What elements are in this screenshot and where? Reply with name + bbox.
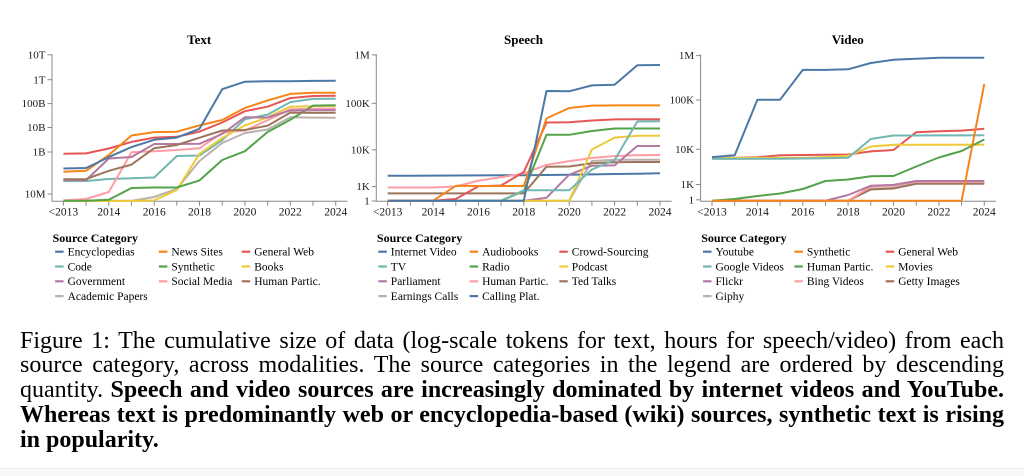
svg-text:2024: 2024: [973, 207, 996, 219]
svg-text:Audiobooks: Audiobooks: [482, 247, 539, 259]
svg-text:Human Partic.: Human Partic.: [807, 261, 874, 273]
svg-text:TV: TV: [391, 261, 407, 273]
svg-text:2014: 2014: [97, 207, 120, 219]
svg-text:Getty Images: Getty Images: [898, 276, 960, 288]
svg-text:Youtube: Youtube: [716, 247, 754, 259]
svg-text:1K: 1K: [681, 179, 695, 191]
svg-text:1: 1: [689, 194, 695, 206]
svg-text:2018: 2018: [837, 207, 860, 219]
svg-text:100B: 100B: [22, 98, 46, 110]
svg-text:100K: 100K: [345, 98, 370, 110]
svg-text:Movies: Movies: [898, 261, 933, 273]
svg-text:Source Category: Source Category: [53, 231, 138, 245]
svg-text:2014: 2014: [422, 207, 445, 219]
svg-text:10K: 10K: [675, 144, 694, 156]
svg-text:Ted Talks: Ted Talks: [572, 276, 617, 288]
svg-text:10T: 10T: [28, 49, 46, 61]
svg-text:Giphy: Giphy: [716, 291, 745, 303]
svg-text:Human Partic.: Human Partic.: [254, 276, 321, 288]
svg-text:Synthetic: Synthetic: [807, 247, 850, 259]
svg-text:Source Category: Source Category: [377, 231, 462, 245]
svg-text:Code: Code: [68, 261, 92, 273]
svg-text:Google Videos: Google Videos: [716, 261, 785, 273]
svg-text:2018: 2018: [188, 207, 211, 219]
svg-text:Internet Video: Internet Video: [391, 247, 457, 259]
svg-text:2016: 2016: [143, 207, 166, 219]
svg-text:2024: 2024: [324, 207, 347, 219]
svg-text:10M: 10M: [25, 189, 46, 201]
svg-text:2016: 2016: [467, 207, 490, 219]
svg-text:Social Media: Social Media: [171, 276, 232, 288]
svg-text:1M: 1M: [679, 50, 695, 62]
svg-text:Earnings Calls: Earnings Calls: [391, 291, 459, 303]
svg-text:2022: 2022: [603, 207, 626, 219]
svg-text:1T: 1T: [33, 74, 46, 86]
svg-text:2022: 2022: [279, 207, 302, 219]
svg-text:<2013: <2013: [697, 207, 727, 219]
svg-text:2022: 2022: [927, 207, 950, 219]
svg-text:2014: 2014: [746, 207, 769, 219]
svg-text:1B: 1B: [33, 147, 46, 159]
svg-text:Podcast: Podcast: [572, 261, 609, 273]
svg-text:Text: Text: [187, 32, 212, 47]
svg-text:General Web: General Web: [898, 247, 958, 259]
svg-text:<2013: <2013: [49, 207, 79, 219]
svg-text:10B: 10B: [27, 122, 45, 134]
svg-text:Flickr: Flickr: [716, 276, 744, 288]
svg-text:Encyclopedias: Encyclopedias: [68, 247, 136, 259]
svg-text:2020: 2020: [558, 207, 581, 219]
svg-text:Government: Government: [68, 276, 126, 288]
svg-text:Crowd-Sourcing: Crowd-Sourcing: [572, 247, 649, 259]
svg-text:1K: 1K: [356, 181, 370, 193]
svg-text:1: 1: [364, 196, 370, 208]
svg-text:1M: 1M: [355, 50, 371, 62]
svg-text:Human Partic.: Human Partic.: [482, 276, 549, 288]
svg-text:2018: 2018: [512, 207, 535, 219]
svg-text:<2013: <2013: [373, 207, 403, 219]
svg-text:2020: 2020: [233, 207, 256, 219]
svg-text:Books: Books: [254, 261, 284, 273]
svg-text:Speech: Speech: [504, 32, 544, 47]
svg-text:Parliament: Parliament: [391, 276, 442, 288]
svg-text:100K: 100K: [670, 95, 695, 107]
svg-text:2016: 2016: [791, 207, 814, 219]
svg-text:Source Category: Source Category: [701, 231, 786, 245]
svg-text:Academic Papers: Academic Papers: [68, 291, 149, 303]
svg-text:2020: 2020: [882, 207, 905, 219]
svg-text:Synthetic: Synthetic: [171, 261, 214, 273]
svg-text:2024: 2024: [649, 207, 672, 219]
svg-text:Calling Plat.: Calling Plat.: [482, 291, 540, 303]
svg-text:News Sites: News Sites: [171, 247, 223, 259]
svg-text:Video: Video: [832, 32, 864, 47]
svg-text:Bing Videos: Bing Videos: [807, 276, 864, 288]
svg-text:General Web: General Web: [254, 247, 314, 259]
svg-text:Radio: Radio: [482, 261, 510, 273]
svg-text:10K: 10K: [351, 144, 370, 156]
